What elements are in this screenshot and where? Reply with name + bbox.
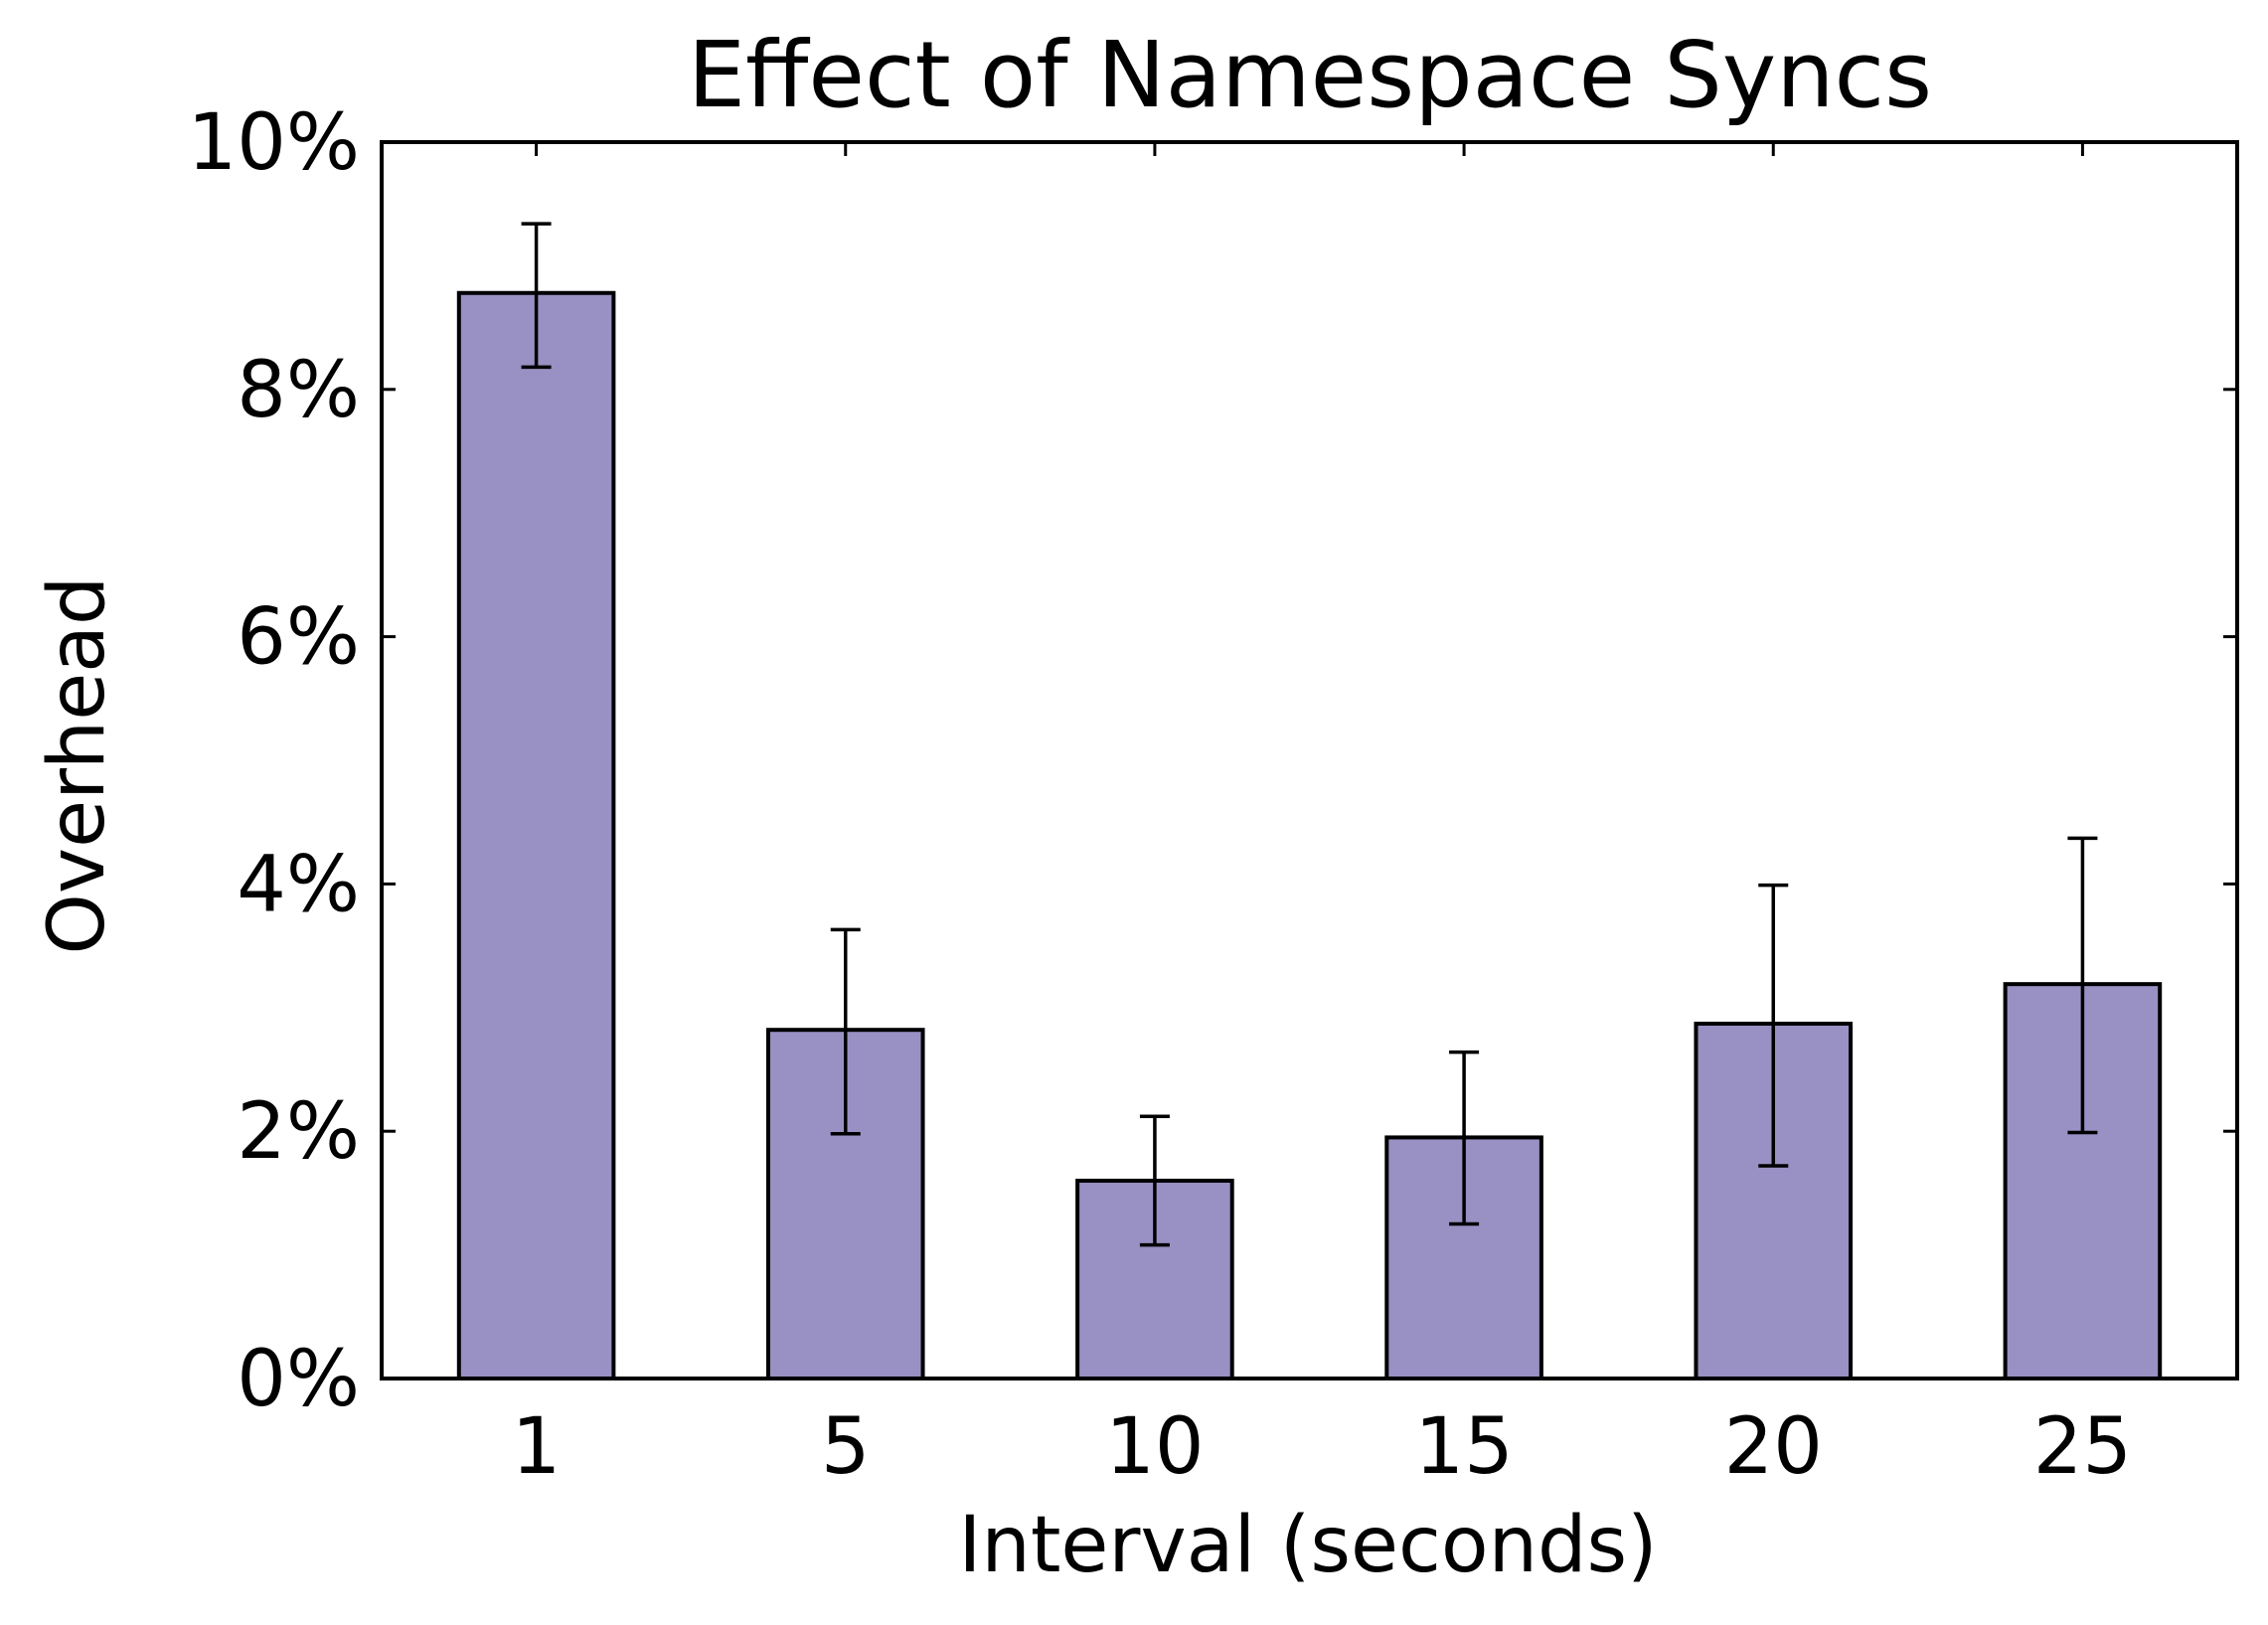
y-tick-label: 6% [237, 593, 360, 683]
x-tick-label: 10 [1105, 1402, 1204, 1492]
bars [456, 290, 2163, 1381]
y-tick-label: 4% [237, 840, 360, 929]
plot-frame [380, 140, 2239, 1381]
bar-1 [456, 290, 616, 1381]
y-axis: 0% 2% 4% 6% 8% 10% [188, 98, 2237, 1424]
x-axis-label: Interval (seconds) [958, 1501, 1657, 1590]
x-tick-label: 20 [1724, 1402, 1823, 1492]
y-axis-label: Overhead [33, 576, 122, 955]
x-tick-label: 25 [2033, 1402, 2132, 1492]
x-tick-label: 15 [1414, 1402, 1513, 1492]
x-tick-label: 5 [821, 1402, 871, 1492]
x-tick-label: 1 [512, 1402, 562, 1492]
error-bars [521, 222, 2098, 1247]
y-tick-label: 8% [237, 346, 360, 435]
chart-title: Effect of Namespace Syncs [688, 22, 1932, 128]
x-axis: 1 5 10 15 20 25 [512, 142, 2132, 1492]
y-tick-label: 2% [237, 1087, 360, 1177]
y-tick-label: 10% [188, 98, 360, 188]
y-tick-label: 0% [237, 1335, 360, 1424]
